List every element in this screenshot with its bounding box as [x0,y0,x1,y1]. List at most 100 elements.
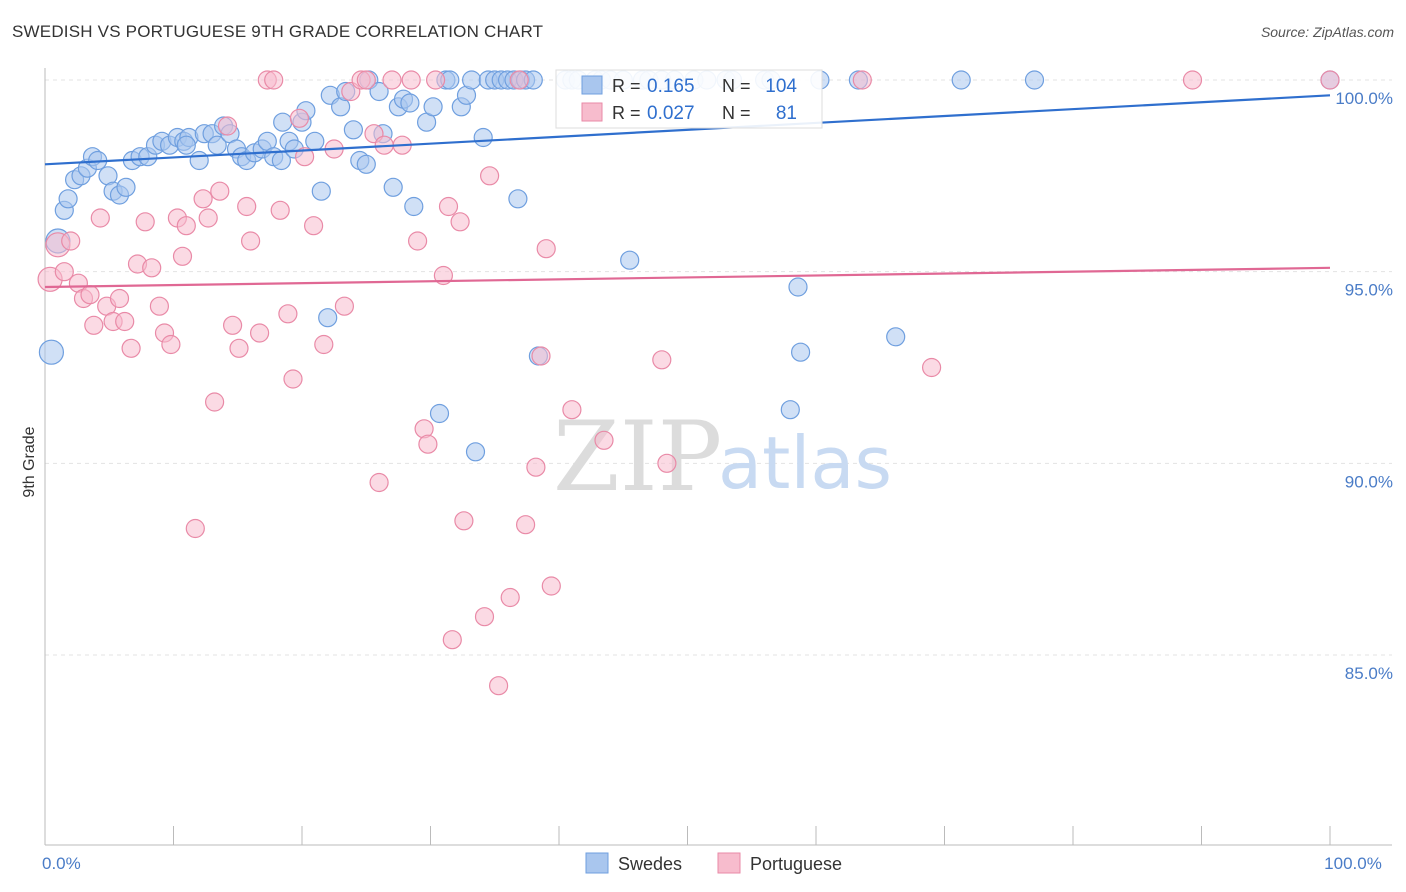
portuguese-point [489,676,509,696]
stats-r-value: 0.165 [647,76,695,97]
portuguese-point [198,208,218,228]
portuguese-point [90,208,110,228]
portuguese-point [442,630,462,650]
portuguese-point [270,200,290,220]
portuguese-point [289,108,309,128]
swedes-point [429,403,450,424]
portuguese-point [356,70,376,90]
legend-swatch[interactable] [717,852,741,874]
portuguese-point [921,357,942,378]
swedes-point [951,70,971,90]
stats-r-label: R = [612,103,641,123]
portuguese-point [852,70,872,90]
portuguese-point [54,262,74,282]
portuguese-point [304,216,324,236]
swedes-point [473,127,493,148]
portuguese-point [382,70,402,90]
swedes-point [273,112,293,132]
portuguese-point [210,181,230,201]
source-credit: Source: ZipAtlas.com [1260,24,1394,40]
portuguese-point [1320,70,1340,90]
swedes-point [116,177,136,197]
portuguese-point [250,323,270,343]
portuguese-point [401,70,421,90]
portuguese-point [314,334,334,355]
portuguese-point [142,258,162,278]
y-tick-label: 95.0% [1345,281,1393,300]
portuguese-point [176,216,196,236]
portuguese-point [237,196,257,217]
portuguese-point [121,338,141,358]
swedes-point [465,442,486,462]
swedes-point [620,250,640,270]
portuguese-point [172,246,193,266]
portuguese-point [205,392,225,412]
portuguese-point [264,70,284,90]
portuguese-point [454,511,474,531]
portuguese-point [426,70,446,90]
swedes-point [508,189,528,209]
portuguese-trend-line [44,266,1331,289]
y-tick-label: 90.0% [1345,472,1393,491]
portuguese-point [109,288,130,309]
swedes-point [343,120,363,140]
portuguese-point [278,304,298,324]
swedes-point [356,154,376,174]
y-tick-label: 85.0% [1345,664,1393,683]
portuguese-point [594,430,614,450]
trend-lines [44,94,1331,289]
portuguese-point [1182,70,1203,90]
portuguese-point [541,576,561,596]
watermark: ZIP atlas [553,401,892,513]
swedes-point [400,93,420,113]
stats-n-value: 104 [765,76,797,97]
portuguese-point [223,315,243,335]
chart-title: SWEDISH VS PORTUGUESE 9TH GRADE CORRELAT… [12,22,544,41]
portuguese-point [480,166,500,186]
swedes-point [788,277,808,297]
portuguese-point [500,587,520,608]
swedes-point [886,327,906,347]
portuguese-point [408,231,428,251]
portuguese-point [509,70,529,90]
swedes-point [176,135,196,155]
swedes-point [462,70,482,90]
portuguese-point [526,457,546,477]
x-tick-label: 100.0% [1324,854,1382,873]
swedes-point [404,196,424,217]
series-legend[interactable]: Swedes Portuguese [585,852,842,874]
watermark-atlas: atlas [718,421,892,505]
portuguese-point [217,116,238,136]
stats-swatch [581,75,603,95]
stats-n-label: N = [722,76,751,96]
tick-labels: 100.0% 95.0% 90.0% 85.0% 0.0% 100.0% [42,89,1393,873]
stats-legend: R = 0.165 N = 104 R = 0.027 N = 81 [555,69,823,129]
swedes-point [780,400,800,420]
swedes-point [790,342,811,362]
portuguese-point [80,285,100,305]
swedes-trend-line [44,94,1331,166]
portuguese-point [369,472,389,493]
portuguese-point [61,231,81,251]
stats-n-value: 81 [776,103,797,124]
stats-r-label: R = [612,76,641,96]
y-axis-label-group: 9th Grade [21,426,38,497]
portuguese-point [652,350,672,370]
portuguese-point [283,369,303,389]
portuguese-point [229,338,249,358]
portuguese-point [115,311,135,332]
portuguese-point [193,189,213,209]
portuguese-point [657,453,677,473]
portuguese-point [149,296,169,316]
portuguese-point [185,518,205,539]
stats-swatch [581,102,603,122]
portuguese-point [334,296,354,316]
swedes-point [38,339,65,365]
legend-label[interactable]: Portuguese [750,854,842,874]
axes [44,68,1392,846]
y-axis-label: 9th Grade [21,426,38,497]
legend-label[interactable]: Swedes [618,854,682,874]
legend-swatch[interactable] [585,852,609,874]
y-tick-label: 100.0% [1335,89,1393,108]
